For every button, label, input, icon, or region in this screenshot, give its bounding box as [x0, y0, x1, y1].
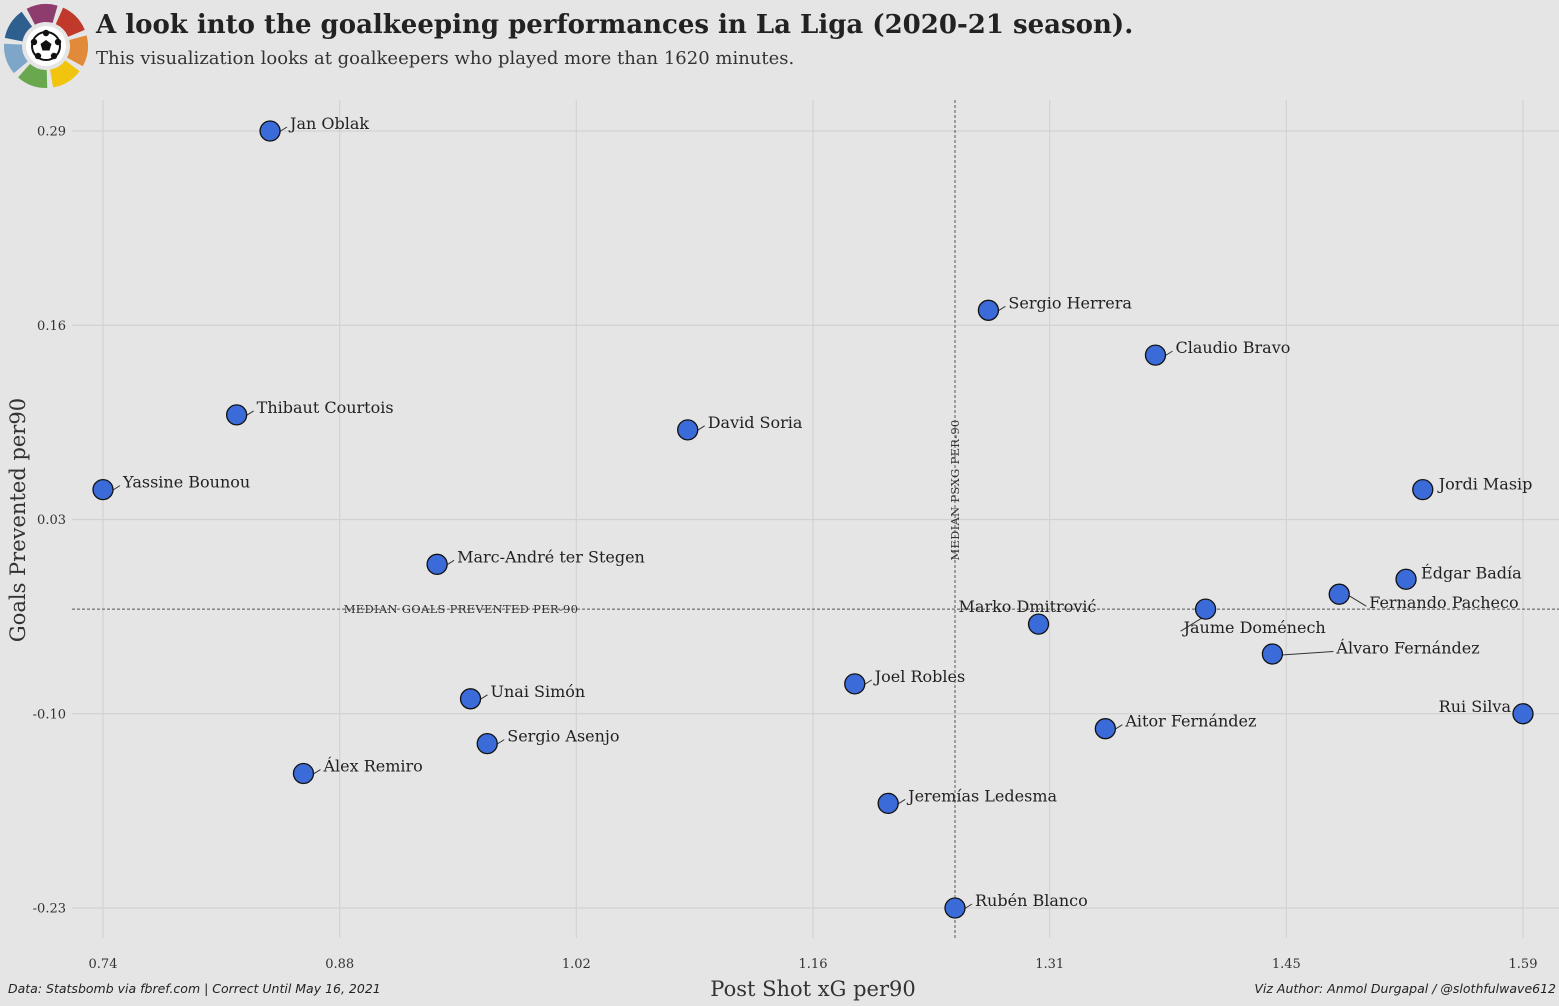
goalkeeper-point	[259, 120, 281, 142]
goalkeeper-point	[225, 404, 248, 426]
football-patch	[34, 52, 42, 60]
football-patch	[40, 40, 52, 51]
logo-segment	[55, 7, 85, 37]
goalkeeper-label: Jordi Masip	[1437, 475, 1533, 494]
football-patch	[54, 38, 62, 46]
logo-segment	[67, 35, 88, 67]
goalkeeper-point	[1261, 643, 1284, 665]
leader-line	[1347, 594, 1367, 607]
goalkeeper-label: Jaume Doménech	[1182, 618, 1326, 637]
chart-title: A look into the goalkeeping performances…	[96, 10, 1134, 40]
author-caption: Viz Author: Anmol Durgapal / @slothfulwa…	[1254, 981, 1556, 996]
football-patch	[30, 38, 38, 46]
logo-segment	[18, 63, 48, 88]
goalkeeper-point	[476, 732, 498, 755]
goalkeeper-point	[944, 897, 966, 919]
goalkeeper-label: Joel Robles	[873, 667, 965, 686]
goalkeeper-label: Unai Simón	[491, 682, 586, 701]
y-tick-label: -0.10	[33, 707, 66, 722]
logo-segment	[3, 43, 28, 74]
goalkeeper-point	[1094, 718, 1117, 740]
goalkeeper-point	[1512, 703, 1534, 725]
goalkeeper-label: Marko Dmitrović	[959, 597, 1097, 616]
grid-layer	[72, 100, 1559, 938]
y-tick-label: 0.16	[37, 319, 66, 334]
logo-segment	[4, 11, 33, 42]
median-psxg-label: MEDIAN PSXG PER-90	[948, 419, 962, 560]
x-tick-label: 0.74	[89, 957, 118, 972]
goalkeeper-point	[844, 673, 866, 695]
y-tick-label: 0.03	[37, 513, 66, 528]
goalkeeper-point	[1194, 598, 1217, 620]
x-tick-label: 0.88	[325, 957, 354, 972]
x-tick-label: 1.59	[1509, 957, 1538, 972]
goalkeeper-label: Álvaro Fernández	[1335, 637, 1479, 657]
goalkeeper-label: Marc-André ter Stegen	[457, 547, 645, 566]
goalkeeper-point	[459, 688, 482, 710]
goalkeeper-point	[292, 762, 315, 785]
logo-segment	[26, 3, 58, 25]
y-tick-label: 0.29	[37, 125, 66, 140]
goalkeeper-point	[1027, 613, 1050, 635]
goalkeeper-label: Sergio Asenjo	[507, 727, 619, 746]
goalkeeper-label: Aitor Fernández	[1124, 712, 1256, 731]
median-goals-prevented-label: MEDIAN GOALS PREVENTED PER-90	[344, 602, 579, 616]
tick-layer: 0.74 0.88 1.02 1.16 1.31 1.45 1.59 0.29 0.16 0.03…	[33, 125, 1538, 973]
goalkeeper-label: Jeremías Ledesma	[906, 786, 1057, 805]
leader-line	[1281, 650, 1334, 656]
goalkeeper-label: Álex Remiro	[322, 756, 422, 776]
goalkeeper-label: Sergio Herrera	[1008, 293, 1132, 312]
chart-subtitle: This visualization looks at goalkeepers …	[96, 48, 795, 69]
goalkeeper-label: Fernando Pacheco	[1369, 593, 1518, 612]
goalkeeper-point	[977, 299, 1000, 321]
y-axis-title: Goals Prevented per90	[6, 398, 30, 642]
goalkeeper-label: Jan Oblak	[288, 114, 369, 133]
football-patch	[42, 29, 50, 37]
median-layer: MEDIAN PSXG PER-90 MEDIAN GOALS PREVENTED…	[72, 100, 1559, 938]
goalkeeper-label: Édgar Badía	[1421, 562, 1522, 582]
goalkeeper-point	[677, 419, 699, 441]
x-tick-label: 1.45	[1272, 957, 1301, 972]
leader-layer	[111, 126, 1367, 910]
goalkeeper-point	[1144, 344, 1167, 366]
goalkeeper-label: Thibaut Courtois	[257, 398, 394, 417]
goalkeeper-label: David Soria	[708, 413, 803, 432]
label-layer: Jan Oblak Sergio Herrera Claudio Bravo Thib…	[122, 114, 1532, 910]
goalkeeper-label: Claudio Bravo	[1175, 338, 1290, 357]
goalkeeper-point	[1412, 478, 1434, 501]
x-tick-label: 1.02	[562, 957, 591, 972]
goalkeeper-label: Rui Silva	[1439, 697, 1512, 716]
x-tick-label: 1.16	[799, 957, 828, 972]
x-tick-label: 1.31	[1035, 957, 1064, 972]
football-patch	[50, 52, 58, 60]
goalkeeper-point	[1395, 568, 1417, 590]
goalkeeper-label: Yassine Bounou	[122, 473, 250, 492]
la-liga-logo	[3, 3, 88, 88]
y-tick-label: -0.23	[33, 902, 66, 917]
logo-segment	[50, 60, 80, 88]
goalkeeper-point	[1328, 583, 1350, 605]
goalkeeper-point	[92, 478, 114, 501]
data-source-caption: Data: Statsbomb via fbref.com | Correct …	[8, 981, 381, 996]
point-layer	[92, 120, 1534, 919]
x-axis-title: Post Shot xG per90	[710, 977, 915, 1001]
goalkeeper-point	[426, 553, 448, 575]
goalkeeper-point	[877, 792, 899, 815]
goalkeeper-label: Rubén Blanco	[975, 891, 1088, 910]
